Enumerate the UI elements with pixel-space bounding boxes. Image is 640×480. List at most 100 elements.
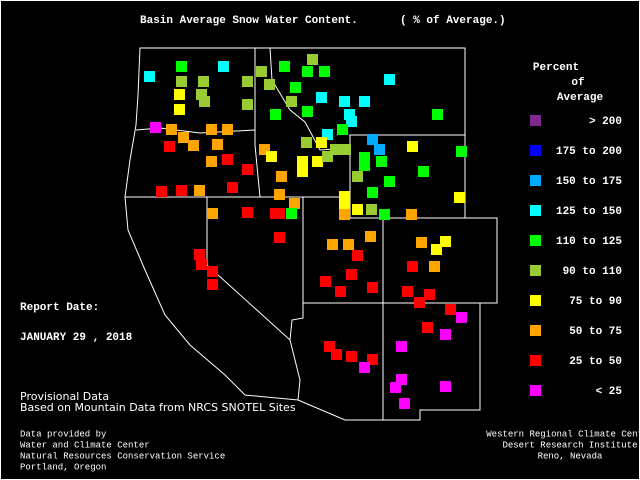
basin-marker xyxy=(340,144,351,155)
basin-marker xyxy=(279,61,290,72)
basin-marker xyxy=(365,231,376,242)
basin-marker xyxy=(396,341,407,352)
legend-label: 110 to 125 xyxy=(556,236,622,248)
basin-marker xyxy=(242,76,253,87)
basin-marker xyxy=(144,71,155,82)
basin-marker xyxy=(440,329,451,340)
basin-marker xyxy=(150,122,161,133)
basin-marker xyxy=(307,54,318,65)
basin-marker xyxy=(176,185,187,196)
basin-marker xyxy=(166,124,177,135)
basin-marker xyxy=(367,354,378,365)
basin-marker xyxy=(297,156,308,167)
basin-marker xyxy=(322,129,333,140)
basin-marker xyxy=(286,208,297,219)
basin-marker xyxy=(290,82,301,93)
basin-marker xyxy=(456,146,467,157)
basin-marker xyxy=(402,286,413,297)
basin-marker xyxy=(222,124,233,135)
credit-left: Water and Climate Center xyxy=(20,440,150,450)
basin-marker xyxy=(390,382,401,393)
basin-marker xyxy=(384,176,395,187)
report-label: Report Date: xyxy=(20,302,99,314)
basin-marker xyxy=(416,237,427,248)
legend-label: 50 to 75 xyxy=(569,326,622,338)
basin-marker xyxy=(276,171,287,182)
basin-marker xyxy=(346,351,357,362)
basin-marker xyxy=(359,96,370,107)
credit-right: Desert Research Institute xyxy=(502,440,637,450)
basin-marker xyxy=(174,104,185,115)
basin-marker xyxy=(359,160,370,171)
basin-marker xyxy=(312,156,323,167)
basin-marker xyxy=(194,185,205,196)
basin-marker xyxy=(270,109,281,120)
basin-marker xyxy=(320,276,331,287)
basin-marker xyxy=(302,66,313,77)
basin-marker xyxy=(198,76,209,87)
basin-marker xyxy=(242,207,253,218)
basin-marker xyxy=(212,139,223,150)
credit-left: Natural Resources Conservation Service xyxy=(20,451,225,461)
legend-label: 90 to 110 xyxy=(563,266,622,278)
basin-marker xyxy=(266,151,277,162)
legend-label: 75 to 90 xyxy=(569,296,622,308)
basin-marker xyxy=(274,189,285,200)
basin-marker xyxy=(302,106,313,117)
credit-left: Data provided by xyxy=(20,429,107,439)
report-date: JANUARY 29 , 2018 xyxy=(20,332,133,344)
legend-label: < 25 xyxy=(596,386,623,398)
legend-swatch xyxy=(530,295,541,306)
basin-marker xyxy=(242,99,253,110)
basin-marker xyxy=(418,166,429,177)
basin-marker xyxy=(337,124,348,135)
legend-title: Average xyxy=(557,92,604,104)
basin-marker xyxy=(194,249,205,260)
basin-marker xyxy=(424,289,435,300)
legend-label: 175 to 200 xyxy=(556,146,622,158)
basin-marker xyxy=(339,96,350,107)
basin-marker xyxy=(178,132,189,143)
basin-marker xyxy=(422,322,433,333)
basin-marker xyxy=(206,156,217,167)
basin-marker xyxy=(188,140,199,151)
legend-swatch xyxy=(530,325,541,336)
basin-marker xyxy=(346,116,357,127)
basin-marker xyxy=(319,66,330,77)
basin-marker xyxy=(367,282,378,293)
credit-right: Western Regional Climate Center xyxy=(486,429,640,439)
legend-swatch xyxy=(530,205,541,216)
basin-marker xyxy=(207,279,218,290)
basin-marker xyxy=(274,232,285,243)
basin-marker xyxy=(352,171,363,182)
basin-marker xyxy=(199,96,210,107)
basin-marker xyxy=(335,286,346,297)
legend-swatch xyxy=(530,115,541,126)
basin-marker xyxy=(324,341,335,352)
basin-marker xyxy=(196,259,207,270)
basin-marker xyxy=(297,166,308,177)
legend-title: Percent xyxy=(533,62,579,74)
basin-marker xyxy=(331,349,342,360)
basin-marker xyxy=(440,236,451,247)
basin-marker xyxy=(330,144,341,155)
basin-marker xyxy=(359,152,370,163)
basin-marker xyxy=(322,151,333,162)
basin-marker xyxy=(454,192,465,203)
basin-marker xyxy=(456,312,467,323)
provisional: Based on Mountain Data from NRCS SNOTEL … xyxy=(20,401,296,414)
legend-label: 25 to 50 xyxy=(569,356,622,368)
basin-marker xyxy=(440,381,451,392)
basin-marker xyxy=(367,134,378,145)
basin-marker xyxy=(327,239,338,250)
basin-marker xyxy=(429,261,440,272)
legend-swatch xyxy=(530,385,541,396)
basin-marker xyxy=(432,109,443,120)
basin-marker xyxy=(176,61,187,72)
basin-marker xyxy=(174,89,185,100)
basin-marker xyxy=(256,66,267,77)
basin-marker xyxy=(339,209,350,220)
basin-marker xyxy=(366,204,377,215)
basin-marker xyxy=(384,74,395,85)
